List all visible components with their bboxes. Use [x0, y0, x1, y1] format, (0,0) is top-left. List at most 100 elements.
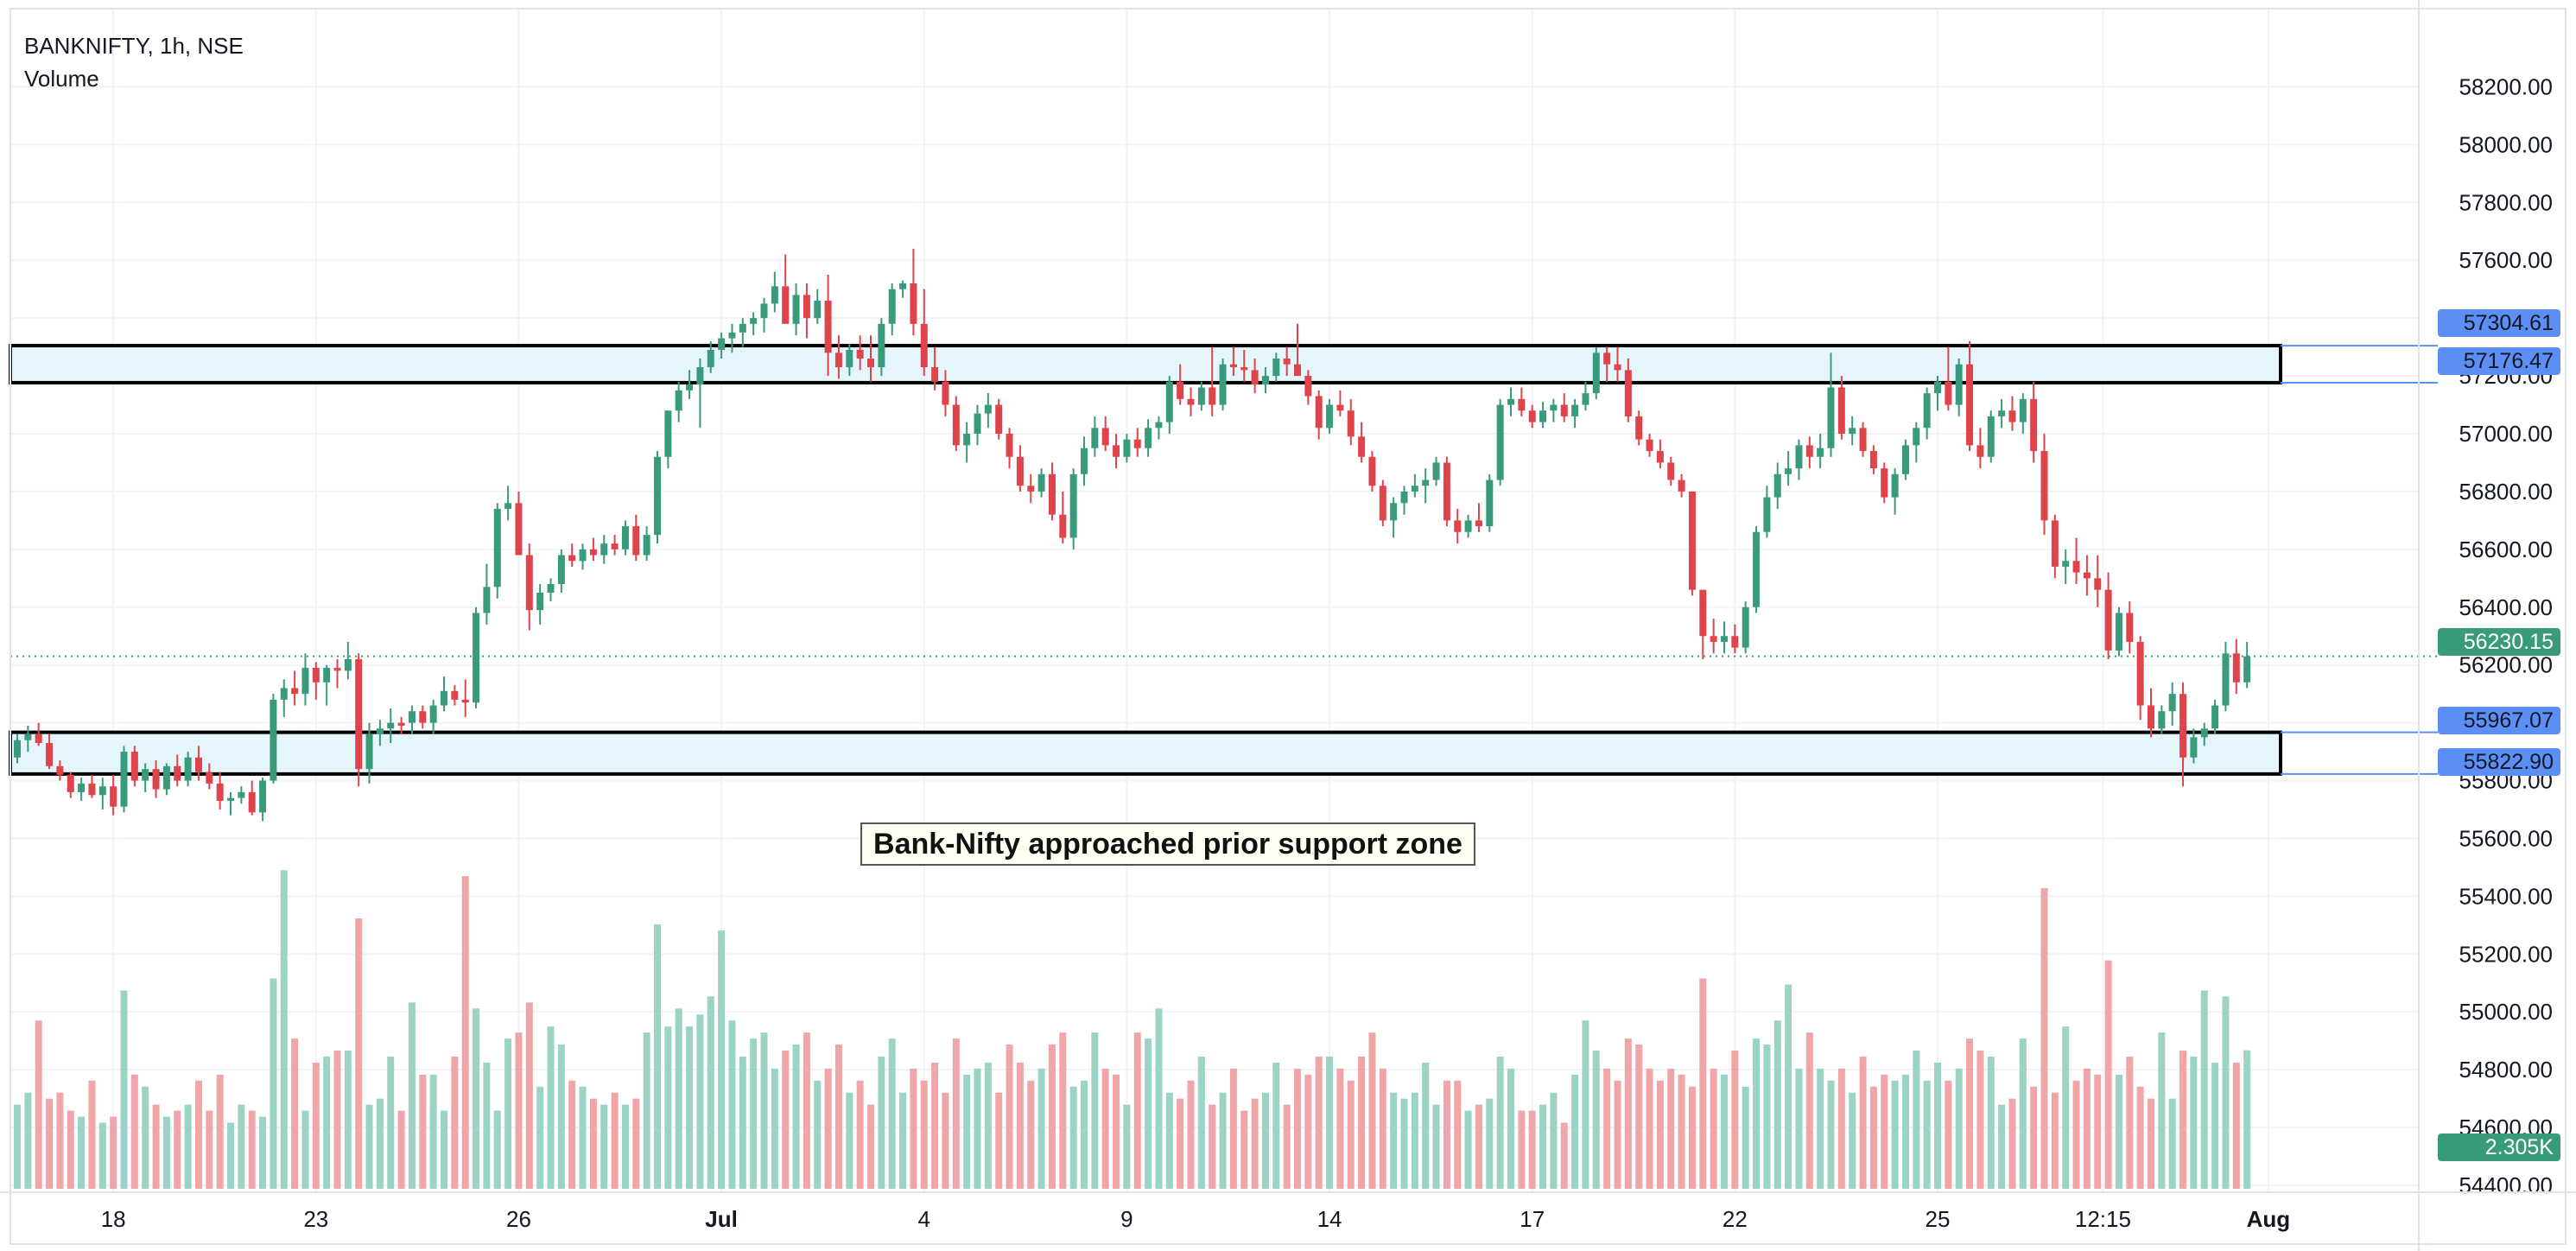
volume-bar	[355, 918, 363, 1189]
volume-bar	[995, 1092, 1003, 1189]
volume-indicator-label[interactable]: Volume	[24, 66, 99, 92]
volume-bar	[387, 1056, 395, 1189]
x-tick-label: 9	[1120, 1206, 1133, 1232]
candle-body	[750, 318, 758, 324]
candle-body	[238, 791, 245, 798]
candle-body	[611, 543, 619, 549]
x-tick-label: 14	[1317, 1206, 1342, 1232]
candle-body	[2243, 656, 2251, 683]
candle-body	[1731, 636, 1739, 648]
candle-body	[1913, 428, 1920, 446]
candle-body	[1443, 462, 1450, 521]
volume-bar	[1486, 1098, 1494, 1189]
volume-bar	[1773, 1020, 1781, 1189]
candle-body	[1667, 462, 1675, 480]
volume-bar	[162, 1116, 170, 1189]
candle-body	[589, 549, 597, 556]
candle-body	[675, 390, 682, 411]
candle-body	[483, 587, 491, 613]
volume-bar	[1560, 1122, 1568, 1189]
annotation-text-box[interactable]: Bank-Nifty approached prior support zone	[860, 822, 1475, 866]
candle-body	[248, 791, 256, 813]
volume-bar	[1177, 1098, 1184, 1189]
candle-body	[473, 613, 480, 703]
candle-body	[323, 668, 331, 683]
candle-body	[1113, 445, 1120, 457]
volume-bar	[1966, 1038, 1974, 1189]
y-tick-label: 55200.00	[2459, 941, 2553, 967]
volume-bar	[2030, 1086, 2038, 1189]
volume-bar	[963, 1074, 971, 1189]
y-tick-label: 57000.00	[2459, 421, 2553, 447]
volume-bar	[2115, 1074, 2122, 1189]
candle-body	[1817, 448, 1824, 457]
volume-bar	[1678, 1074, 1685, 1189]
x-tick-label: 25	[1926, 1206, 1951, 1232]
volume-bar	[1624, 1038, 1632, 1189]
candle-body	[707, 349, 714, 368]
candle-body	[1518, 398, 1526, 411]
candles	[14, 248, 2251, 822]
volume-bar	[1901, 1074, 1909, 1189]
candle-body	[451, 690, 459, 700]
candle-body	[1261, 376, 1269, 385]
candle-body	[1016, 456, 1024, 486]
volume-bar	[1721, 1074, 1728, 1189]
candle-body	[387, 722, 395, 729]
volume-bar	[344, 1051, 352, 1189]
candle-body	[1304, 376, 1312, 397]
candle-body	[1987, 416, 1995, 457]
candle-body	[1240, 367, 1248, 371]
candle-body	[152, 769, 160, 790]
candle-body	[174, 765, 181, 781]
candle-body	[2211, 705, 2219, 729]
chart-legend: BANKNIFTY, 1h, NSE Volume	[24, 29, 244, 95]
candle-body	[46, 743, 54, 766]
volume-bar	[1763, 1045, 1771, 1189]
volume-bar	[1753, 1038, 1761, 1189]
volume-bar	[1315, 1056, 1323, 1189]
volume-bar	[1145, 1038, 1152, 1189]
volume-bar	[1454, 1080, 1462, 1189]
candle-body	[259, 780, 267, 813]
symbol-title[interactable]: BANKNIFTY, 1h, NSE	[24, 33, 244, 59]
volume-bar	[1113, 1074, 1120, 1189]
volume-bar	[920, 1080, 928, 1189]
candle-body	[194, 757, 202, 772]
candle-body	[14, 740, 21, 758]
candle-body	[1859, 428, 1867, 452]
candle-body	[1656, 451, 1664, 463]
volume-bar	[184, 1104, 192, 1189]
candle-body	[1976, 445, 1984, 457]
candle-body	[856, 349, 864, 359]
candle-body	[920, 323, 928, 368]
volume-bar	[1742, 1086, 1749, 1189]
volume-bar	[441, 1110, 447, 1189]
volume-bar	[1091, 1032, 1099, 1189]
candle-body	[1560, 404, 1568, 416]
volume-bar	[536, 1086, 544, 1189]
candle-body	[1624, 370, 1632, 416]
volume-bar	[483, 1062, 491, 1189]
volume-bar	[67, 1110, 74, 1189]
candle-body	[686, 384, 694, 391]
y-tick-label: 58200.00	[2459, 73, 2553, 99]
volume-bar	[1081, 1080, 1088, 1189]
volume-bar	[1795, 1068, 1803, 1189]
candle-body	[1229, 364, 1237, 368]
grid-lines	[10, 9, 2419, 1192]
candle-body	[441, 690, 447, 706]
volume-bar	[579, 1086, 587, 1189]
volume-bar	[974, 1068, 981, 1189]
volume-bar	[739, 1056, 746, 1189]
volume-bar	[984, 1062, 992, 1189]
volume-bar	[2008, 1098, 2016, 1189]
volume-bar	[1646, 1068, 1653, 1189]
candle-body	[1678, 479, 1685, 492]
candle-body	[1155, 422, 1163, 429]
volume-bar	[675, 1008, 682, 1189]
candle-body	[974, 413, 981, 434]
y-tick-label: 56400.00	[2459, 594, 2553, 620]
volume-bar	[419, 1074, 427, 1189]
